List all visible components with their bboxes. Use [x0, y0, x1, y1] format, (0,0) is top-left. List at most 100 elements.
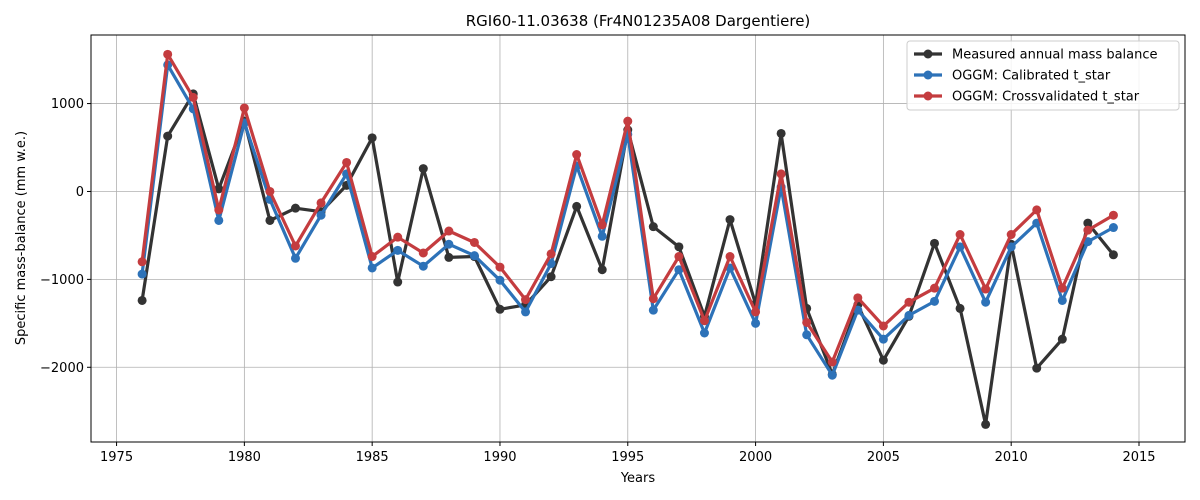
y-tick-label: −1000: [40, 273, 84, 288]
data-point: [725, 215, 735, 225]
data-point: [265, 186, 275, 196]
data-point: [495, 304, 505, 314]
data-point: [597, 220, 607, 230]
data-point: [1108, 250, 1118, 260]
data-point: [1108, 223, 1118, 233]
data-point: [393, 277, 403, 287]
data-point: [776, 128, 786, 138]
data-point: [674, 265, 684, 275]
data-point: [623, 116, 633, 126]
data-point: [393, 245, 403, 255]
data-point: [674, 242, 684, 252]
data-point: [163, 49, 173, 59]
x-axis-label: Years: [620, 471, 656, 486]
data-point: [546, 259, 556, 269]
data-point: [1032, 363, 1042, 373]
data-point: [265, 215, 275, 225]
data-point: [699, 316, 709, 326]
data-point: [1083, 218, 1093, 228]
data-point: [495, 275, 505, 285]
data-point: [1032, 205, 1042, 215]
x-tick-label: 2010: [995, 450, 1028, 465]
legend-item: OGGM: Calibrated t_star: [914, 69, 1111, 84]
data-point: [802, 330, 812, 340]
data-point: [751, 307, 761, 317]
data-point: [853, 305, 863, 315]
data-point: [521, 307, 531, 317]
x-tick-label: 1985: [356, 450, 389, 465]
x-tick-label: 1980: [228, 450, 261, 465]
data-point: [674, 252, 684, 262]
data-point: [342, 157, 352, 167]
data-point: [1006, 230, 1016, 240]
data-point: [137, 269, 147, 279]
data-point: [827, 357, 837, 367]
data-point: [239, 103, 249, 113]
data-point: [878, 355, 888, 365]
data-point: [1108, 210, 1118, 220]
data-point: [904, 297, 914, 307]
data-point: [495, 262, 505, 272]
data-point: [853, 293, 863, 303]
data-point: [648, 305, 658, 315]
data-point: [214, 205, 224, 215]
data-point: [904, 310, 914, 320]
data-point: [1057, 295, 1067, 305]
data-point: [546, 272, 556, 282]
data-point: [930, 296, 940, 306]
x-tick-label: 2000: [739, 450, 772, 465]
data-point: [1057, 334, 1067, 344]
data-point: [367, 252, 377, 262]
data-point: [214, 184, 224, 194]
data-point: [1057, 283, 1067, 293]
legend-marker: [923, 91, 933, 101]
data-point: [188, 92, 198, 102]
data-point: [163, 131, 173, 141]
y-axis-label: Specific mass-balance (mm w.e.): [14, 131, 29, 345]
x-tick-label: 2005: [867, 450, 900, 465]
x-tick-label: 2015: [1122, 450, 1155, 465]
data-point: [930, 238, 940, 248]
data-point: [367, 133, 377, 143]
data-point: [1083, 225, 1093, 235]
data-point: [725, 252, 735, 262]
data-point: [955, 230, 965, 240]
data-point: [981, 284, 991, 294]
series-group: [137, 49, 1118, 429]
data-point: [1083, 237, 1093, 247]
data-point: [418, 248, 428, 258]
data-point: [214, 215, 224, 225]
data-point: [597, 231, 607, 241]
data-point: [878, 334, 888, 344]
legend: Measured annual mass balance OGGM: Calibr…: [906, 40, 1180, 111]
data-point: [367, 263, 377, 273]
data-point: [648, 222, 658, 232]
data-point: [597, 265, 607, 275]
x-tick-label: 1990: [483, 450, 516, 465]
data-point: [878, 321, 888, 331]
x-axis: 1975 1980 1985 1990 1995 2000 2005 2010 2015: [100, 442, 1156, 465]
plot-frame: [90, 34, 1186, 443]
data-point: [648, 294, 658, 304]
legend-marker: [923, 70, 933, 80]
legend-box: [906, 40, 1180, 111]
legend-item: Measured annual mass balance: [914, 48, 1158, 63]
data-point: [521, 295, 531, 305]
data-point: [751, 318, 761, 328]
x-tick-label: 1975: [100, 450, 133, 465]
data-point: [444, 226, 454, 236]
legend-label: OGGM: Crossvalidated t_star: [952, 90, 1140, 105]
y-tick-label: 1000: [51, 97, 84, 112]
data-point: [290, 241, 300, 251]
data-point: [444, 239, 454, 249]
legend-label: OGGM: Calibrated t_star: [952, 69, 1111, 84]
data-point: [290, 253, 300, 263]
data-point: [955, 242, 965, 252]
data-point: [776, 169, 786, 179]
data-point: [469, 251, 479, 261]
data-point: [546, 249, 556, 259]
data-point: [699, 328, 709, 338]
data-point: [137, 257, 147, 267]
chart-title: RGI60-11.03638 (Fr4N01235A08 Dargentiere…: [466, 12, 811, 30]
